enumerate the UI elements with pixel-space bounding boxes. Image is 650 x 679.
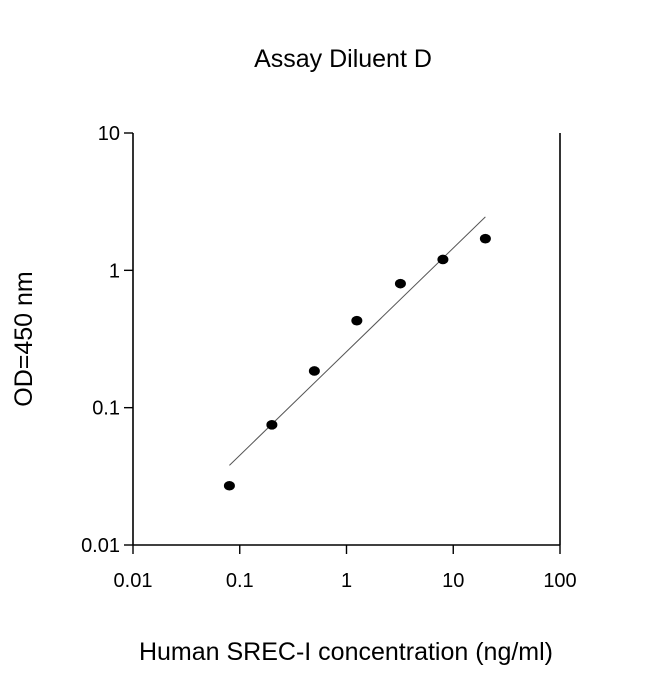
data-point: [437, 254, 449, 265]
y-tick-label: 0.01: [81, 535, 120, 557]
y-tick-label: 1: [109, 260, 120, 282]
x-tick-label: 10: [442, 570, 464, 592]
data-point: [351, 315, 363, 326]
x-tick-label: 100: [543, 570, 576, 592]
y-tick-label: 10: [98, 123, 120, 145]
x-tick-label: 0.1: [226, 570, 254, 592]
fit-line: [229, 216, 486, 466]
chart-title: Assay Diluent D: [254, 45, 432, 73]
data-point: [479, 233, 491, 244]
data-point: [308, 366, 320, 376]
y-axis-label: OD=450 nm: [10, 271, 38, 407]
y-tick-label: 0.1: [92, 398, 120, 420]
x-axis-label: Human SREC-I concentration (ng/ml): [139, 638, 553, 666]
plot-area: 0.01 0.1 1 10 0.01 0.1 1 10 100: [81, 123, 577, 592]
x-tick-label: 0.01: [114, 570, 153, 592]
x-tick-label: 1: [341, 570, 352, 592]
data-point: [266, 420, 278, 430]
data-point: [394, 278, 406, 289]
data-point: [223, 480, 235, 491]
